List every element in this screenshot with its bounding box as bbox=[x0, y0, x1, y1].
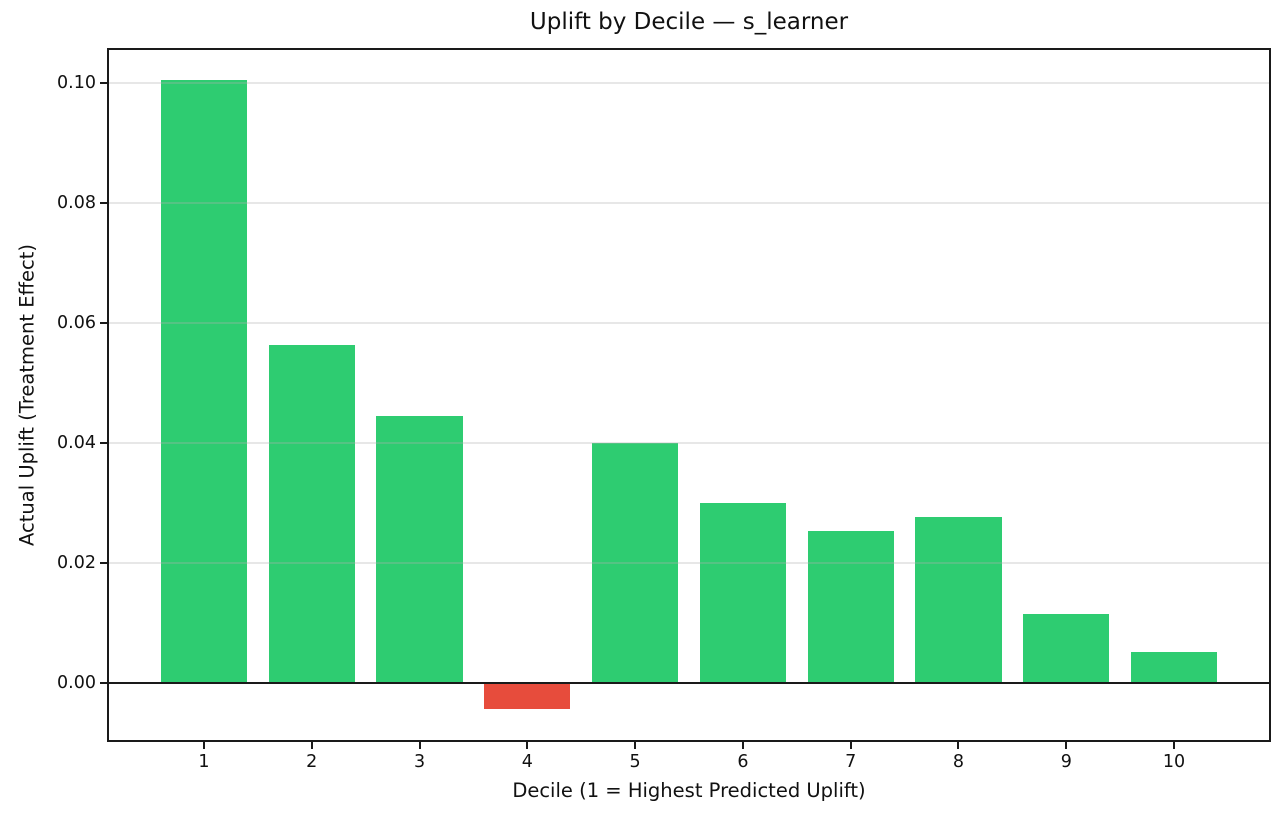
x-tick-label: 1 bbox=[198, 752, 210, 772]
bar-decile-6 bbox=[699, 503, 786, 684]
x-tick-mark bbox=[1173, 742, 1176, 749]
y-tick-label: 0.10 bbox=[57, 73, 96, 94]
bar-decile-7 bbox=[807, 530, 894, 684]
bar-decile-4 bbox=[484, 683, 571, 710]
x-tick-mark bbox=[957, 742, 960, 749]
x-tick-label: 4 bbox=[521, 752, 533, 772]
bar-decile-8 bbox=[915, 517, 1002, 684]
x-tick-label: 3 bbox=[413, 752, 426, 772]
x-tick-label: 8 bbox=[952, 752, 965, 772]
x-tick-label: 9 bbox=[1060, 752, 1072, 772]
x-tick-label: 6 bbox=[737, 752, 749, 772]
x-tick-mark bbox=[634, 742, 637, 749]
x-tick-label: 5 bbox=[629, 752, 641, 772]
y-tick-label: 0.08 bbox=[57, 193, 96, 214]
y-axis-label: Actual Uplift (Treatment Effect) bbox=[15, 244, 39, 546]
y-tick-label: 0.02 bbox=[57, 553, 96, 574]
x-tick-mark bbox=[741, 742, 744, 749]
x-tick-label: 7 bbox=[845, 752, 857, 772]
y-tick-mark bbox=[100, 322, 107, 325]
x-tick-mark bbox=[202, 742, 205, 749]
y-tick-mark bbox=[100, 682, 107, 685]
zero-reference-line bbox=[108, 682, 1270, 685]
bar-decile-1 bbox=[160, 80, 248, 684]
plot-area bbox=[108, 49, 1270, 741]
x-tick-label: 10 bbox=[1162, 752, 1186, 772]
bar-decile-5 bbox=[591, 442, 679, 684]
y-tick-mark bbox=[100, 202, 107, 205]
y-gridline bbox=[108, 562, 1270, 565]
y-tick-label: 0.00 bbox=[57, 673, 96, 694]
x-tick-mark bbox=[310, 742, 313, 749]
bar-decile-9 bbox=[1023, 613, 1110, 684]
bar-decile-10 bbox=[1130, 652, 1218, 684]
x-tick-mark bbox=[526, 742, 529, 749]
x-tick-mark bbox=[1065, 742, 1068, 749]
y-tick-mark bbox=[100, 562, 107, 565]
y-tick-label: 0.04 bbox=[57, 433, 96, 454]
x-tick-mark bbox=[418, 742, 421, 749]
x-axis-label: Decile (1 = Highest Predicted Uplift) bbox=[512, 779, 866, 802]
y-tick-mark bbox=[100, 82, 107, 85]
x-tick-mark bbox=[849, 742, 852, 749]
y-tick-label: 0.06 bbox=[57, 313, 96, 334]
chart-title: Uplift by Decile — s_learner bbox=[529, 9, 849, 35]
y-tick-mark bbox=[100, 442, 107, 445]
bar-decile-2 bbox=[268, 344, 355, 684]
y-gridline bbox=[108, 202, 1270, 205]
x-tick-label: 2 bbox=[306, 752, 318, 772]
y-gridline bbox=[108, 442, 1270, 445]
y-gridline bbox=[108, 82, 1270, 85]
bar-decile-3 bbox=[376, 416, 463, 684]
y-gridline bbox=[108, 322, 1270, 325]
